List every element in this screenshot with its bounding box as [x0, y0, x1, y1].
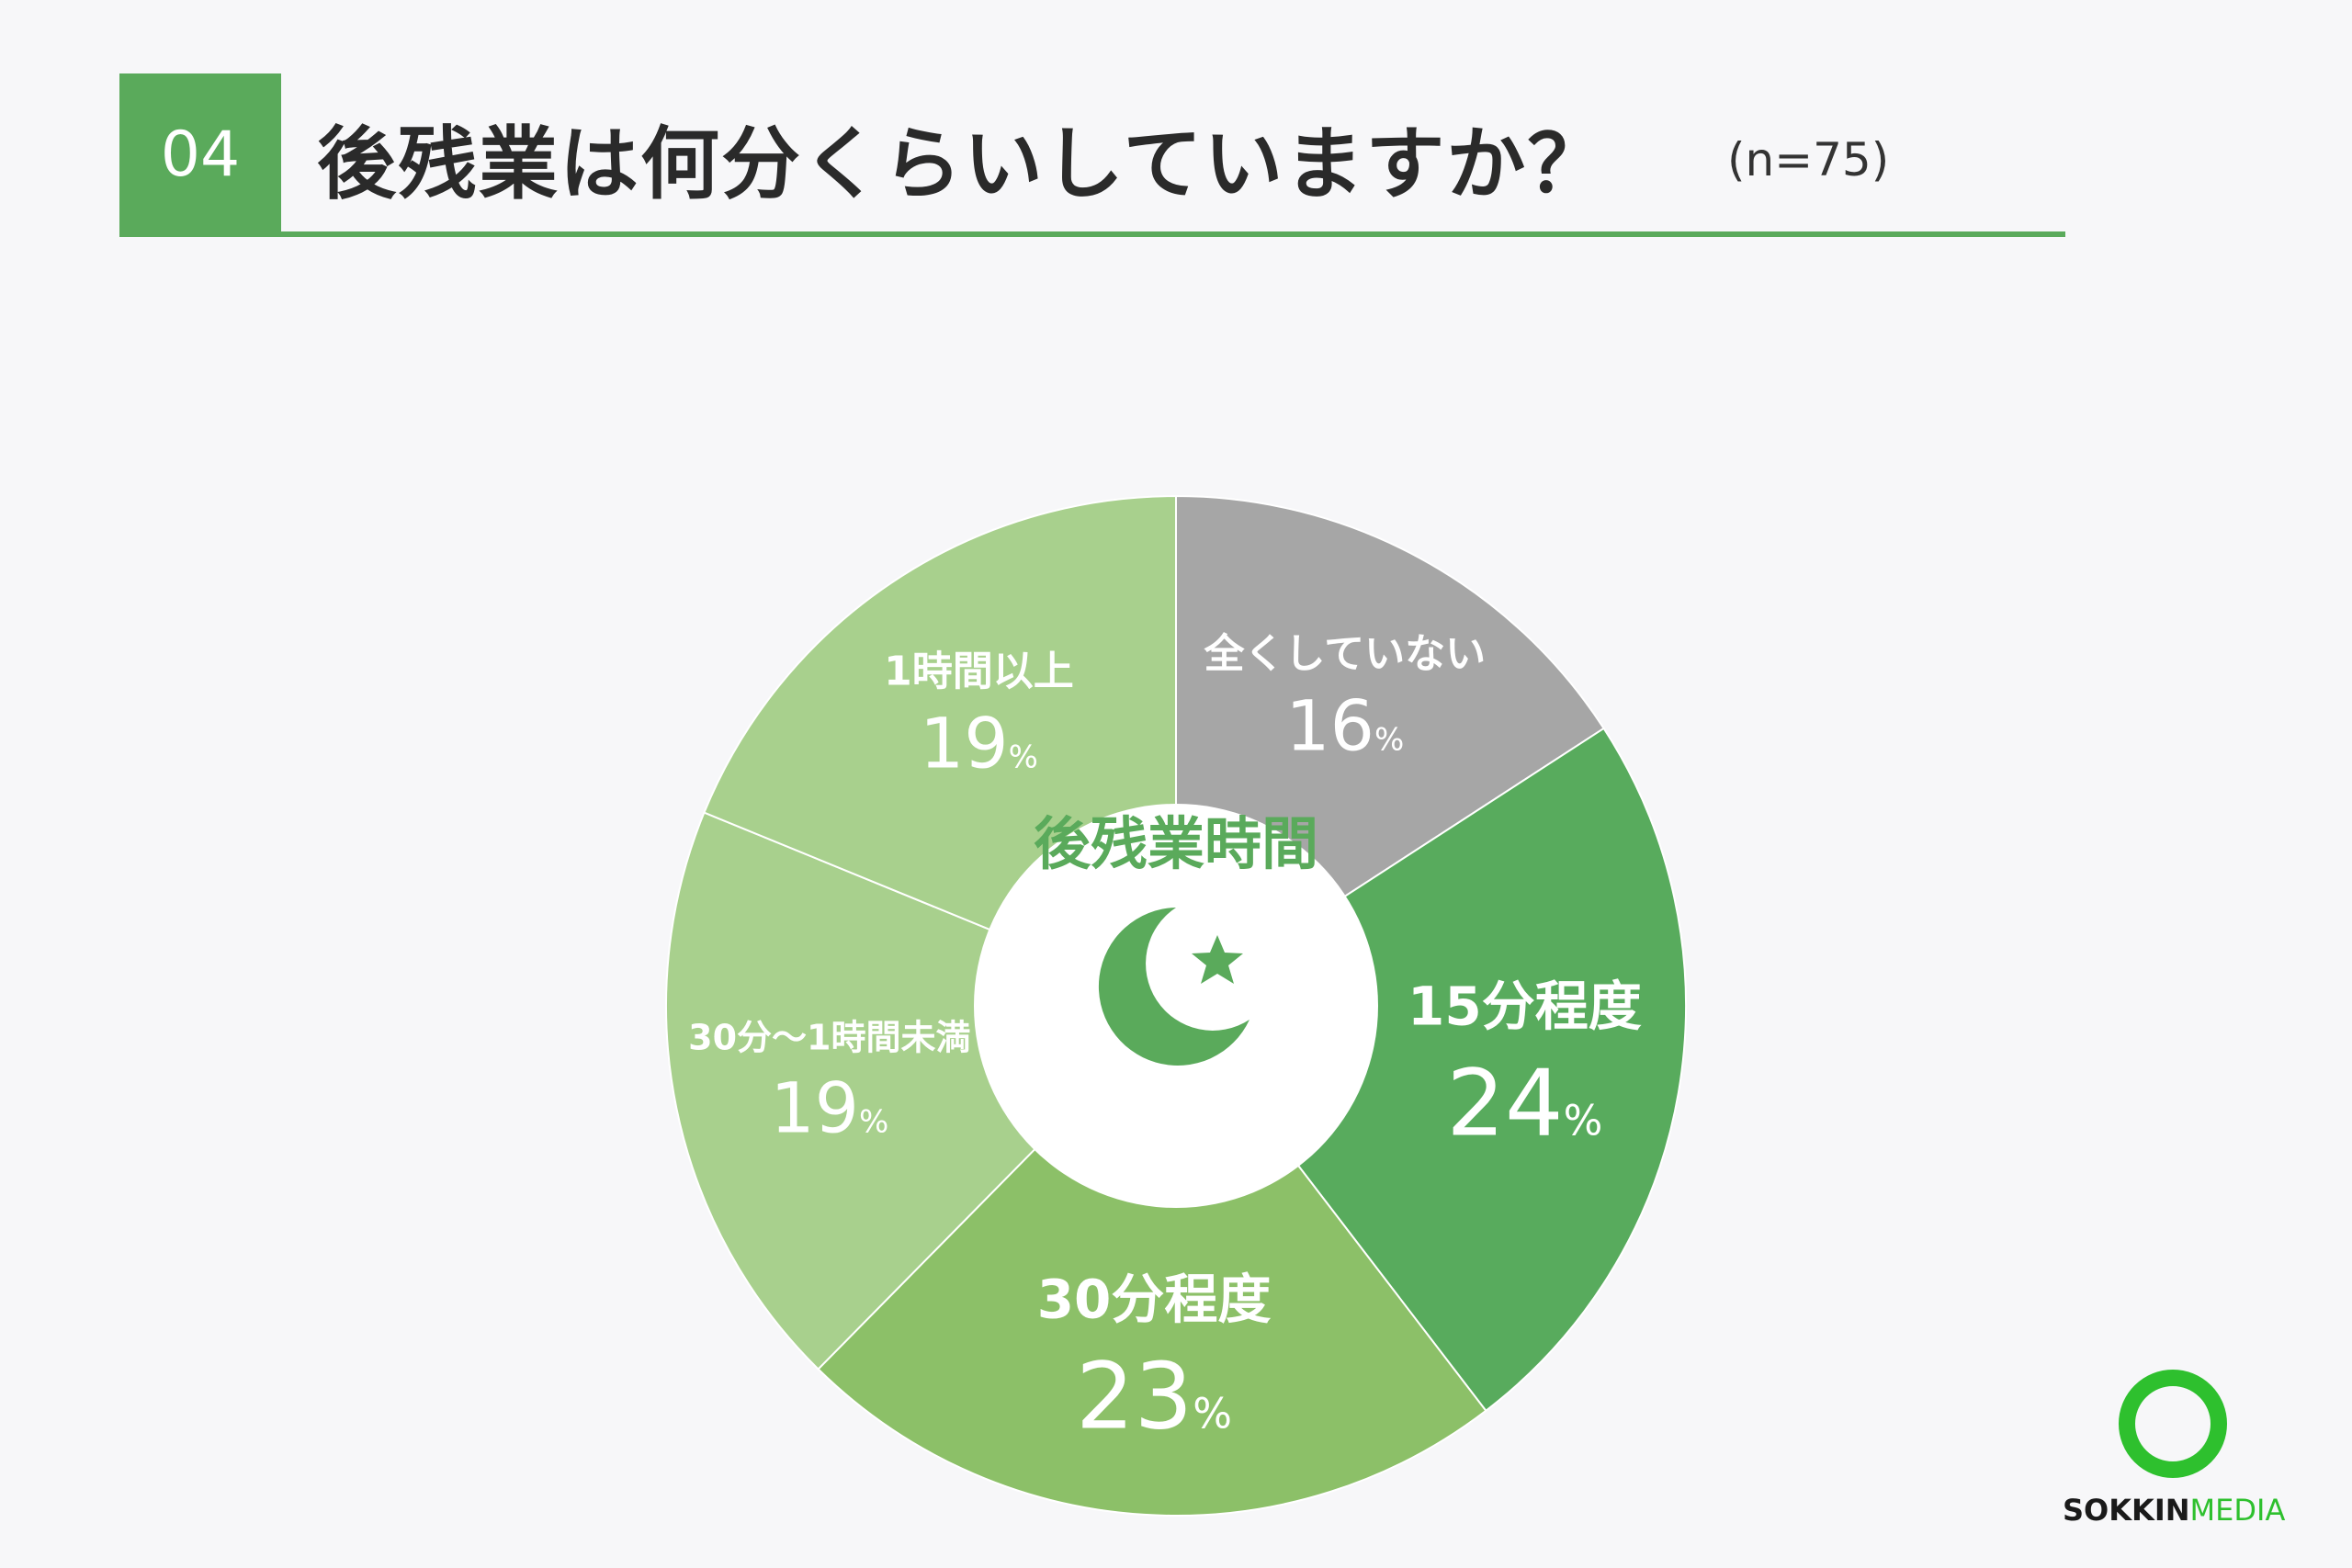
logo-text-dark: SOKKIN — [2063, 1493, 2190, 1528]
chart-title: 後残業は何分くらいしていますか？ — [317, 118, 1609, 210]
pie-slice — [665, 811, 1178, 1371]
slice-labels: 全くしていない 16% 15分程度 24% 30分程度 23% 30分〜1時間未満 19% 1時… — [688, 631, 1642, 1450]
sokkin-media-logo: SOKKINMEDIA — [2063, 1370, 2285, 1528]
slice-label: 30分程度 — [1037, 1268, 1272, 1330]
logo-text-light: MEDIA — [2190, 1493, 2286, 1528]
slice-label: 1時間以上 — [884, 648, 1074, 694]
slice-value: 19% — [920, 702, 1038, 784]
center-label: 後残業時間 — [1034, 810, 1318, 877]
svg-text:SOKKINMEDIA: SOKKINMEDIA — [2063, 1493, 2285, 1528]
slice-value: 16% — [1285, 685, 1404, 767]
pie-slice — [1174, 727, 1687, 1413]
section-number: 04 — [119, 73, 281, 235]
slice-value: 24% — [1446, 1050, 1602, 1157]
slice-value: 23% — [1076, 1342, 1232, 1450]
moon-star-icon — [1098, 908, 1250, 1066]
center-hole — [974, 804, 1378, 1208]
title-underline — [119, 231, 2065, 237]
slice-label: 全くしていない — [1203, 631, 1486, 678]
slice-label: 30分〜1時間未満 — [688, 1017, 970, 1057]
pie-slice — [817, 1004, 1487, 1517]
sample-size-note: (n=75) — [1727, 133, 1890, 186]
slice-label: 15分程度 — [1408, 976, 1642, 1038]
slice-value: 19% — [770, 1066, 888, 1148]
